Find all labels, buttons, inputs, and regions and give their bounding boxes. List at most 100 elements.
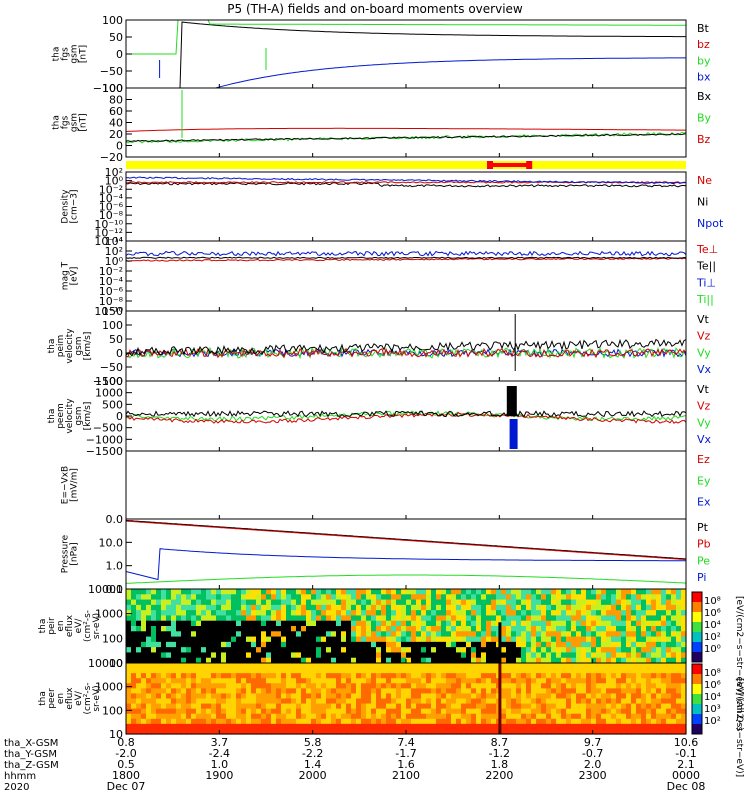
flare-stripe [498, 663, 502, 734]
legend-ti-label: Ti⊥ [696, 276, 716, 289]
panel-ylabel-peim_velocity: [km/s] [83, 332, 93, 361]
y-tick-label: −1000 [86, 433, 123, 446]
panel-ylabel-density: Density [61, 189, 71, 224]
y-tick-label: 10⁰ [105, 175, 124, 188]
x-row-value: 3.7 [211, 736, 229, 749]
panel-ylabel-peer_eflux: eflux [65, 687, 75, 710]
colorbar-tick-label: 10³ [704, 704, 721, 715]
status-flag-start [487, 161, 493, 169]
x-row-value: 1900 [205, 769, 233, 782]
vt2-burst [506, 386, 517, 416]
vx2-burst [509, 419, 518, 449]
x-row-value: 1.0 [211, 758, 229, 771]
x-row-label: hhmm [4, 771, 36, 782]
x-row-label: tha_Z-GSM [4, 760, 59, 771]
x-row-value: -2.0 [115, 747, 136, 760]
y-tick-label: −100 [93, 375, 123, 388]
x-row-value: 1.8 [491, 758, 509, 771]
panel-ylabel-peir_eflux: sr-eV) [92, 613, 102, 639]
panel-frame-efield [125, 450, 687, 520]
legend-pi-label: Pi [697, 571, 706, 584]
panel-ylabel-peir_eflux: (cm²-s- [83, 610, 93, 642]
legend-ni-label: Ni [697, 196, 708, 209]
vt-trace [125, 338, 687, 357]
y-tick-label: 50 [109, 333, 123, 346]
panel-ylabel-fgs_gsm: tha [52, 47, 62, 62]
colorbar-tick-label: 10² [704, 632, 721, 643]
panel-ylabel-peir_eflux: eflux [65, 614, 75, 637]
y-tick-label: −20 [100, 151, 123, 164]
y-tick-label: 10⁴ [105, 235, 124, 248]
y-tick-label: −50 [100, 65, 123, 78]
y-tick-label: −50 [100, 361, 123, 374]
legend-bx-label: Bx [697, 90, 712, 103]
x-row-value: Dec 08 [667, 780, 706, 793]
x-row-value: 7.4 [397, 736, 415, 749]
by2-trace [125, 131, 687, 144]
x-row-value: 2300 [579, 769, 607, 782]
x-row-value: Dec 07 [107, 780, 146, 793]
te-par-trace [125, 256, 687, 259]
panel-ylabel-density: [cm−3] [70, 189, 80, 223]
y-tick-label: 150 [102, 305, 123, 318]
panel-ylabel-peem_velocity: gsm [74, 406, 84, 425]
legend-pb-label: Pb [697, 538, 711, 551]
y-tick-label: 1000 [95, 608, 123, 621]
legend-ex-label: Ex [697, 496, 711, 509]
panel-ylabel-peer_eflux: sr-eV) [92, 685, 102, 711]
y-tick-label: 10⁻¹⁴ [94, 235, 123, 248]
x-row-value: 0.5 [117, 758, 135, 771]
legend-vx-label: Vx [697, 433, 712, 446]
panel-ylabel-fgs_gsm: gsm [70, 44, 80, 63]
y-tick-label: 1500 [95, 375, 123, 388]
y-tick-label: 80 [109, 94, 123, 107]
colorbar-tick-label: 10⁸ [704, 596, 721, 607]
panel-ylabel-pressure: Pressure [61, 534, 71, 573]
panel-ylabel-peim_velocity: peim [56, 335, 66, 358]
te-trace [125, 257, 687, 262]
panel-ylabel-temperature: [eV] [70, 267, 80, 286]
y-tick-label: 10.0 [99, 536, 124, 549]
x-row-value: 8.7 [491, 736, 509, 749]
x-row-value: 0.8 [117, 736, 135, 749]
y-tick-label: 100 [102, 14, 123, 27]
y-tick-label: 100 [102, 704, 123, 717]
panel-ylabel-peer_eflux: peer [47, 688, 57, 709]
y-tick-label: 60 [109, 105, 123, 118]
x-row-value: 1.6 [397, 758, 415, 771]
colorbar-frame [691, 591, 703, 663]
x-row-value: -0.1 [675, 747, 696, 760]
y-tick-label: 10⁻⁴ [99, 275, 124, 288]
panel-ylabel-peir_eflux: tha [38, 619, 48, 634]
panel-ylabel-fgs_btotal: gsm [70, 113, 80, 132]
y-tick-label: 40 [109, 117, 123, 130]
y-tick-label: 0 [116, 347, 123, 360]
bx2-trace [125, 133, 687, 142]
panel-ylabel-pressure: [nPa] [70, 542, 80, 565]
x-row-value: 1.4 [304, 758, 322, 771]
y-tick-label: 20 [109, 128, 123, 141]
flare-stripe [498, 622, 502, 663]
y-tick-label: −1500 [86, 445, 123, 458]
x-row-label: 2020 [4, 782, 29, 793]
x-row-value: 10.6 [674, 736, 699, 749]
y-tick-label: 10⁻⁴ [99, 192, 124, 205]
y-tick-label: 1.0 [106, 560, 124, 573]
legend-by-label: By [697, 112, 712, 125]
panel-ylabel-temperature: mag T [61, 261, 71, 290]
pb-trace [125, 520, 687, 561]
panel-ylabel-fgs_gsm: fgs [61, 47, 71, 61]
panel-ylabel-peem_velocity: velocity [65, 398, 75, 434]
vz2-trace [125, 412, 687, 424]
panel-ylabel-peim_velocity: tha [47, 339, 57, 354]
legend-bx-label: bx [697, 71, 711, 84]
panel-ylabel-peem_velocity: [km/s] [83, 402, 93, 431]
legend-ne-label: Ne [697, 174, 712, 187]
y-tick-label: 10 [109, 728, 123, 741]
y-tick-label: −500 [93, 422, 123, 435]
legend-vz-label: Vz [697, 330, 711, 343]
panel-ylabel-peir_eflux: peir [47, 617, 57, 635]
x-row-value: 2200 [485, 769, 513, 782]
legend-vz-label: Vz [697, 400, 711, 413]
y-tick-label: 10² [105, 166, 123, 179]
